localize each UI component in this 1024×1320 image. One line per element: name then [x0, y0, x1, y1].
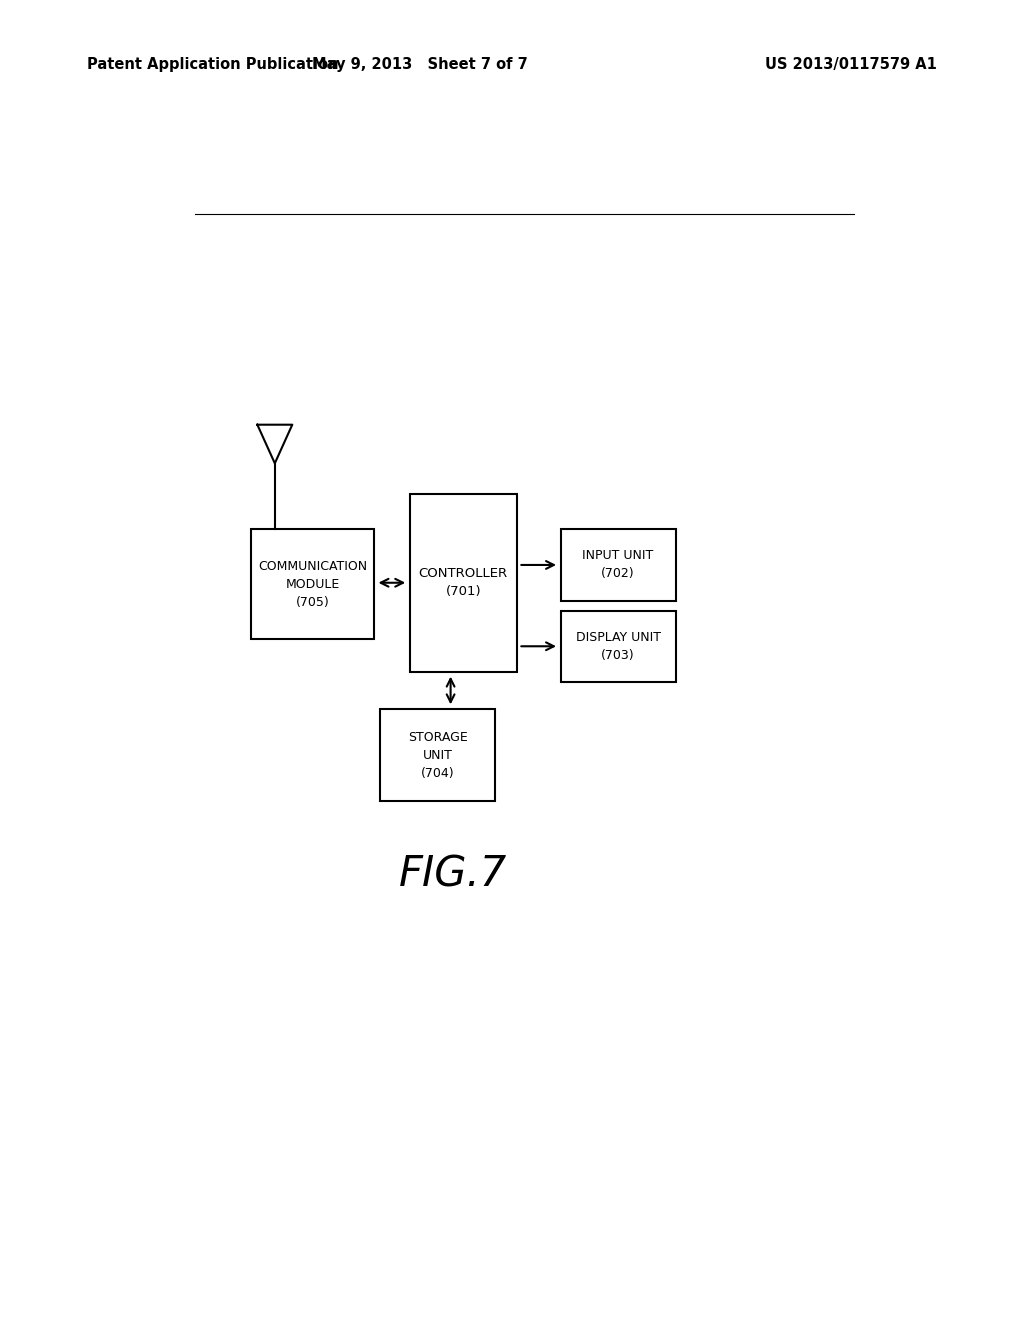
- Text: FIG.7: FIG.7: [399, 854, 508, 896]
- Text: US 2013/0117579 A1: US 2013/0117579 A1: [765, 57, 937, 71]
- Text: DISPLAY UNIT
(703): DISPLAY UNIT (703): [575, 631, 660, 661]
- Text: INPUT UNIT
(702): INPUT UNIT (702): [583, 549, 653, 581]
- Text: May 9, 2013   Sheet 7 of 7: May 9, 2013 Sheet 7 of 7: [312, 57, 527, 71]
- Bar: [560, 529, 676, 601]
- Bar: [380, 709, 496, 801]
- Text: COMMUNICATION
MODULE
(705): COMMUNICATION MODULE (705): [258, 560, 367, 609]
- Text: STORAGE
UNIT
(704): STORAGE UNIT (704): [408, 730, 468, 780]
- Bar: [410, 494, 517, 672]
- Text: CONTROLLER
(701): CONTROLLER (701): [419, 568, 508, 598]
- Text: Patent Application Publication: Patent Application Publication: [87, 57, 339, 71]
- Bar: [560, 611, 676, 682]
- Bar: [251, 529, 374, 639]
